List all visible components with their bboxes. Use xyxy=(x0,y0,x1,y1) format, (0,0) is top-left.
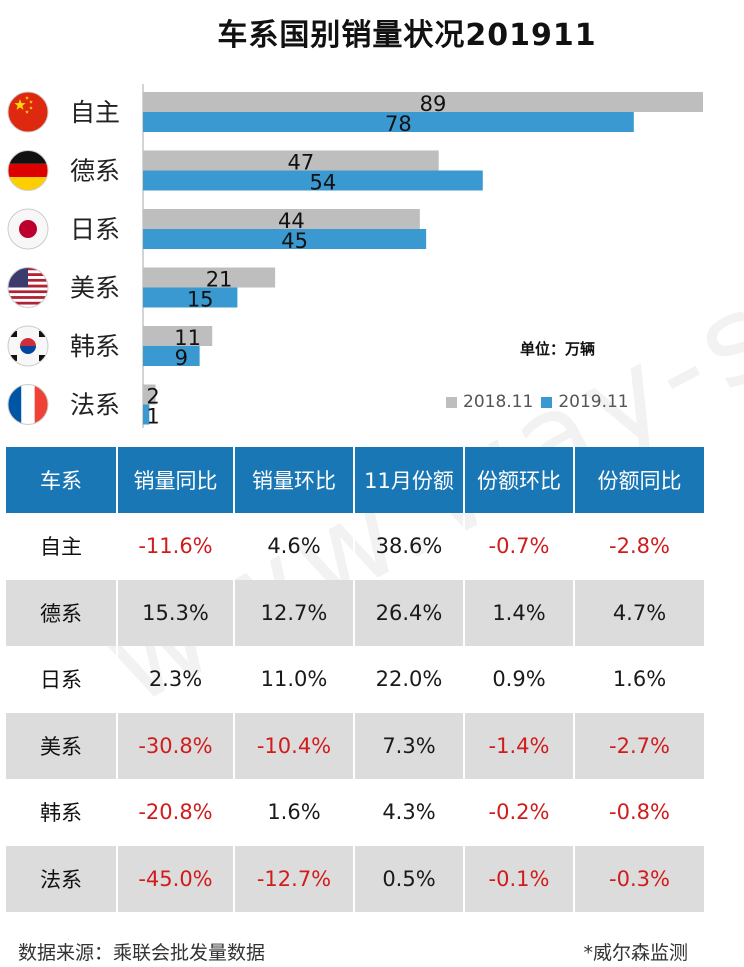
data-label: 45 xyxy=(281,229,308,253)
table-row: 韩系 -20.8% 1.6% 4.3% -0.2% -0.8% xyxy=(6,779,704,846)
row-label-cell: 美系 xyxy=(6,712,118,779)
row-label-cell: 法系 xyxy=(6,845,118,912)
category-label: 美系 xyxy=(70,274,120,303)
value-cell: 2.3% xyxy=(117,646,235,713)
table-row: 日系 2.3% 11.0% 22.0% 0.9% 1.6% xyxy=(6,646,704,713)
value-cell: -12.7% xyxy=(234,845,355,912)
value-cell: 1.6% xyxy=(612,667,667,692)
data-label: 78 xyxy=(385,112,412,136)
bar-2018.11 xyxy=(143,384,156,405)
value-cell: -0.7% xyxy=(464,513,575,580)
data-source: 数据来源：乘联会批发量数据 xyxy=(18,942,266,964)
bar-2018.11 xyxy=(143,267,276,288)
header-cell: 销量环比 xyxy=(234,447,355,513)
value-cell: 4.6% xyxy=(234,513,355,580)
japan-flag-icon xyxy=(7,208,49,250)
page-title: 车系国别销量状况201911 xyxy=(217,18,597,53)
unit-label: 单位：万辆 xyxy=(520,340,596,358)
category-label: 德系 xyxy=(70,157,120,186)
value-cell: 4.7% xyxy=(574,579,704,646)
data-label: 2 xyxy=(146,385,159,409)
header-cell: 11月份额 xyxy=(354,447,465,513)
legend-label-2018: 2018.11 xyxy=(463,392,534,412)
value-cell: 12.7% xyxy=(234,579,355,646)
category-label: 日系 xyxy=(70,215,120,244)
header-cell: 份额环比 xyxy=(464,447,575,513)
chart-legend: 2018.11 2019.11 xyxy=(446,392,637,412)
header-cell: 销量同比 xyxy=(117,447,235,513)
bar-2019.11 xyxy=(143,346,200,366)
category-label: 法系 xyxy=(70,391,120,420)
stats-table: 车系 销量同比 销量环比 11月份额 份额环比 份额同比 自主 -11.6% 4.6… xyxy=(6,447,704,912)
table-row: 美系 -30.8% -10.4% 7.3% -1.4% -2.7% xyxy=(6,712,704,779)
value-cell: 26.4% xyxy=(354,579,465,646)
bar-2018.11 xyxy=(143,150,439,171)
germany-flag-icon xyxy=(7,150,49,191)
china-flag-icon xyxy=(7,91,49,133)
row-label-cell: 韩系 xyxy=(6,779,118,846)
legend-swatch-2019 xyxy=(541,396,553,408)
credit: *威尔森监测 xyxy=(583,942,688,964)
bar-2019.11 xyxy=(143,404,150,425)
legend-item-2019: 2019.11 xyxy=(541,392,629,412)
header-cell: 份额同比 xyxy=(574,447,704,513)
usa-flag-icon xyxy=(7,267,49,308)
value-cell: -11.6% xyxy=(117,513,235,580)
table-row: 自主 -11.6% 4.6% 38.6% -0.7% -2.8% xyxy=(6,513,704,580)
value-cell: -0.1% xyxy=(464,845,575,912)
row-label-cell: 日系 xyxy=(6,646,118,713)
value-cell: 15.3% xyxy=(117,579,235,646)
category-label: 自主 xyxy=(70,98,120,127)
france-flag-icon xyxy=(7,384,49,425)
value-cell: -45.0% xyxy=(117,845,235,912)
legend-item-2018: 2018.11 xyxy=(446,392,533,412)
value-cell: 4.3% xyxy=(354,779,465,846)
value-cell: -0.8% xyxy=(609,800,670,825)
value-cell: 1.6% xyxy=(234,779,355,846)
value-cell: 22.0% xyxy=(354,646,465,713)
row-label-cell: 自主 xyxy=(6,513,118,580)
value-cell: -30.8% xyxy=(117,712,235,779)
value-cell: 7.3% xyxy=(354,712,465,779)
table-row: 德系 15.3% 12.7% 26.4% 1.4% 4.7% xyxy=(6,579,704,646)
value-cell: -20.8% xyxy=(117,779,235,846)
bar-2019.11 xyxy=(143,170,483,191)
legend-label-2019: 2019.11 xyxy=(558,392,629,412)
bar-2019.11 xyxy=(143,287,238,308)
table-row: 法系 -45.0% -12.7% 0.5% -0.1% -0.3% xyxy=(6,845,704,912)
value-cell: 0.9% xyxy=(464,646,575,713)
value-cell: 1.4% xyxy=(464,579,575,646)
data-label: 1 xyxy=(146,405,159,429)
korea-flag-icon xyxy=(7,325,49,367)
row-label-cell: 德系 xyxy=(6,579,118,646)
value-cell: -2.7% xyxy=(574,712,704,779)
value-cell: -10.4% xyxy=(234,712,355,779)
value-cell: 11.0% xyxy=(234,646,355,713)
header-cell: 车系 xyxy=(6,447,118,513)
value-cell: -0.3% xyxy=(574,845,704,912)
table-header-row: 车系 销量同比 销量环比 11月份额 份额环比 份额同比 xyxy=(6,447,704,513)
data-label: 15 xyxy=(187,288,214,312)
value-cell: -2.8% xyxy=(609,534,670,559)
category-label: 韩系 xyxy=(70,332,120,361)
bar-2018.11 xyxy=(143,92,703,112)
legend-swatch-2018 xyxy=(446,396,457,408)
data-label: 54 xyxy=(310,171,337,195)
bar-2019.11 xyxy=(143,229,427,249)
data-label: 9 xyxy=(175,346,188,370)
value-cell: 38.6% xyxy=(354,513,465,580)
value-cell: -0.2% xyxy=(464,779,575,846)
value-cell: 0.5% xyxy=(354,845,465,912)
value-cell: -1.4% xyxy=(464,712,575,779)
bar-2019.11 xyxy=(143,112,634,132)
bar-2018.11 xyxy=(143,209,420,229)
bar-2018.11 xyxy=(143,326,213,346)
